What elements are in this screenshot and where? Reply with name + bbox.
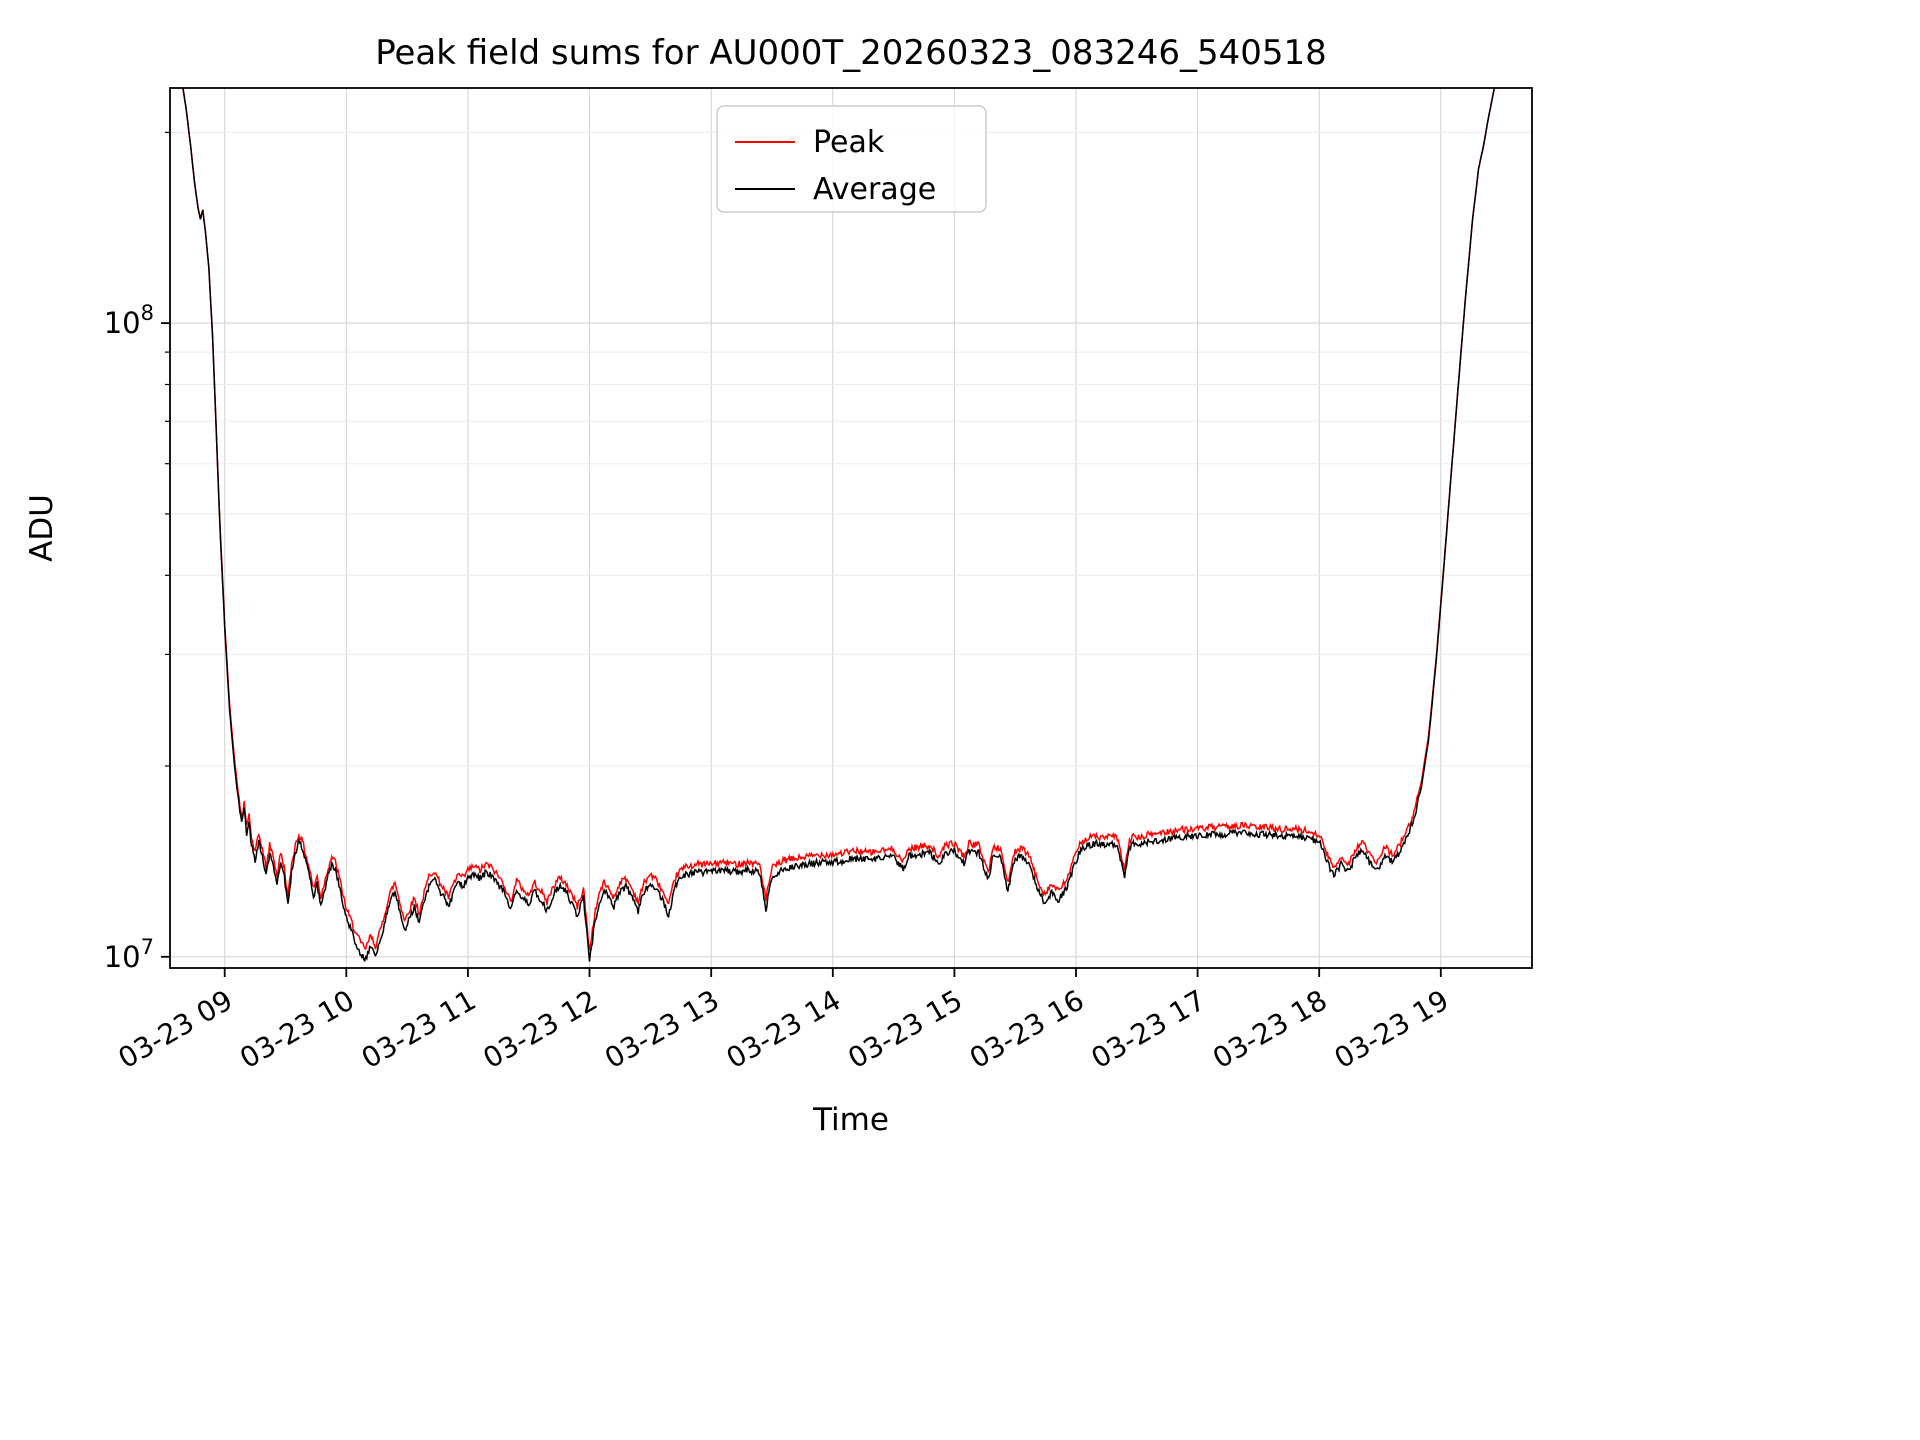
series-peak-line: [182, 88, 1496, 951]
series-average-line: [182, 88, 1496, 963]
x-axis-label: Time: [812, 1102, 889, 1138]
legend-box: [716, 105, 987, 213]
plot-background: [170, 88, 1532, 968]
chart-title: Peak field sums for AU000T_20260323_0832…: [375, 33, 1327, 73]
plot-frame: [169, 87, 1533, 969]
legend-label-peak: Peak: [813, 125, 885, 160]
y-axis-label: ADU: [24, 494, 60, 562]
legend-label-average: Average: [813, 172, 936, 207]
